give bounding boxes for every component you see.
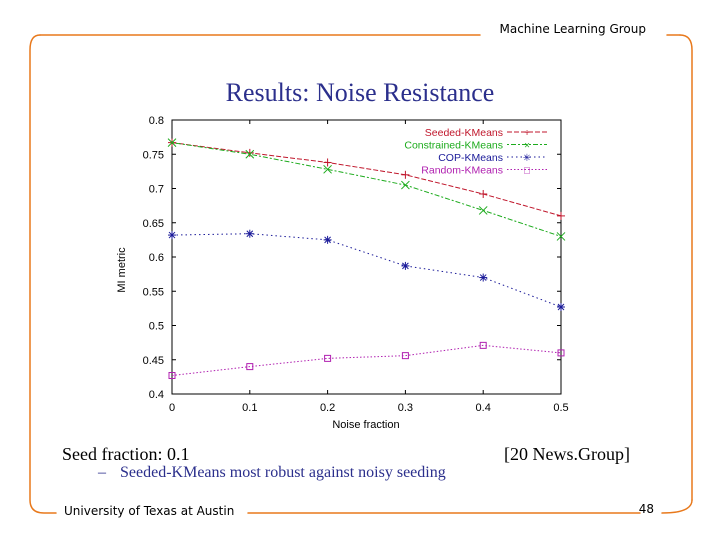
y-tick-label: 0.4 bbox=[149, 389, 164, 401]
y-tick-label: 0.7 bbox=[149, 184, 164, 196]
x-axis-title: Noise fraction bbox=[332, 419, 399, 431]
data-point-cop-kmeans bbox=[168, 231, 176, 240]
header-group-name: Machine Learning Group bbox=[499, 22, 647, 36]
data-point-random-kmeans bbox=[246, 363, 254, 371]
data-point-cop-kmeans bbox=[479, 273, 488, 282]
data-point-cop-kmeans bbox=[557, 303, 565, 312]
x-tick-label: 0.5 bbox=[553, 402, 568, 414]
data-point-constrained-kmeans bbox=[323, 164, 332, 174]
data-point-random-kmeans bbox=[401, 352, 409, 360]
y-tick-label: 0.65 bbox=[143, 218, 164, 230]
bullet-point: – Seeded-KMeans most robust against nois… bbox=[98, 464, 446, 482]
legend-label-constrained-kmeans: Constrained-KMeans bbox=[404, 140, 503, 152]
x-tick-label: 0.1 bbox=[242, 402, 257, 414]
y-axis-title-group: MI metric bbox=[116, 247, 128, 293]
legend-glyph-cop-kmeans: ✳ bbox=[523, 153, 531, 164]
data-point-constrained-kmeans bbox=[167, 138, 177, 147]
bullet-text: Seeded-KMeans most robust against noisy … bbox=[120, 464, 446, 481]
y-tick-label: 0.55 bbox=[143, 286, 164, 298]
legend-label-cop-kmeans: COP-KMeans bbox=[438, 152, 503, 164]
data-point-random-kmeans bbox=[324, 354, 332, 362]
data-point-seeded-kmeans bbox=[245, 148, 254, 157]
data-point-seeded-kmeans bbox=[323, 158, 332, 167]
data-point-constrained-kmeans bbox=[245, 149, 255, 159]
data-point-seeded-kmeans bbox=[401, 170, 410, 179]
data-point-random-kmeans bbox=[168, 372, 176, 380]
seed-fraction-note: Seed fraction: 0.1 bbox=[62, 444, 190, 464]
x-tick-label: 0.3 bbox=[398, 402, 413, 414]
data-point-seeded-kmeans bbox=[479, 189, 488, 198]
y-tick-label: 0.5 bbox=[149, 321, 164, 333]
x-tick-label: 0.4 bbox=[476, 402, 491, 414]
x-tick-label: 0 bbox=[169, 402, 175, 414]
data-point-cop-kmeans bbox=[323, 235, 332, 244]
footer-university: University of Texas at Austin bbox=[64, 504, 235, 518]
legend-glyph-constrained-kmeans: × bbox=[524, 141, 530, 152]
data-point-cop-kmeans bbox=[401, 261, 410, 270]
legend-glyph-random-kmeans: □ bbox=[524, 166, 530, 177]
data-point-constrained-kmeans bbox=[401, 180, 410, 190]
y-tick-label: 0.75 bbox=[143, 149, 164, 161]
data-point-constrained-kmeans bbox=[478, 206, 488, 215]
y-tick-label: 0.45 bbox=[143, 355, 164, 367]
slide-title: Results: Noise Resistance bbox=[225, 78, 495, 107]
data-point-seeded-kmeans bbox=[557, 211, 565, 220]
data-point-random-kmeans bbox=[557, 349, 565, 357]
y-tick-label: 0.6 bbox=[149, 252, 164, 264]
bullet-dash: – bbox=[98, 464, 106, 481]
line-chart: MI metric Noise fraction 0 0.1 0.2 0.3 0.4 0.… bbox=[116, 115, 569, 431]
data-point-constrained-kmeans bbox=[556, 232, 566, 241]
y-axis-title: MI metric bbox=[116, 247, 128, 293]
series-line-cop-kmeans bbox=[171, 233, 562, 308]
page-number: 48 bbox=[638, 502, 654, 516]
series-line-seeded-kmeans bbox=[171, 142, 562, 217]
legend-label-seeded-kmeans: Seeded-KMeans bbox=[425, 127, 503, 139]
legend-label-random-kmeans: Random-KMeans bbox=[421, 165, 503, 177]
series-line-random-kmeans bbox=[171, 344, 562, 377]
data-point-cop-kmeans bbox=[245, 229, 254, 238]
data-point-random-kmeans bbox=[479, 341, 487, 349]
legend-glyph-seeded-kmeans: + bbox=[524, 128, 530, 139]
x-tick-label: 0.2 bbox=[320, 402, 335, 414]
dataset-note: [20 News.Group] bbox=[504, 444, 630, 464]
y-tick-label: 0.8 bbox=[149, 115, 164, 127]
